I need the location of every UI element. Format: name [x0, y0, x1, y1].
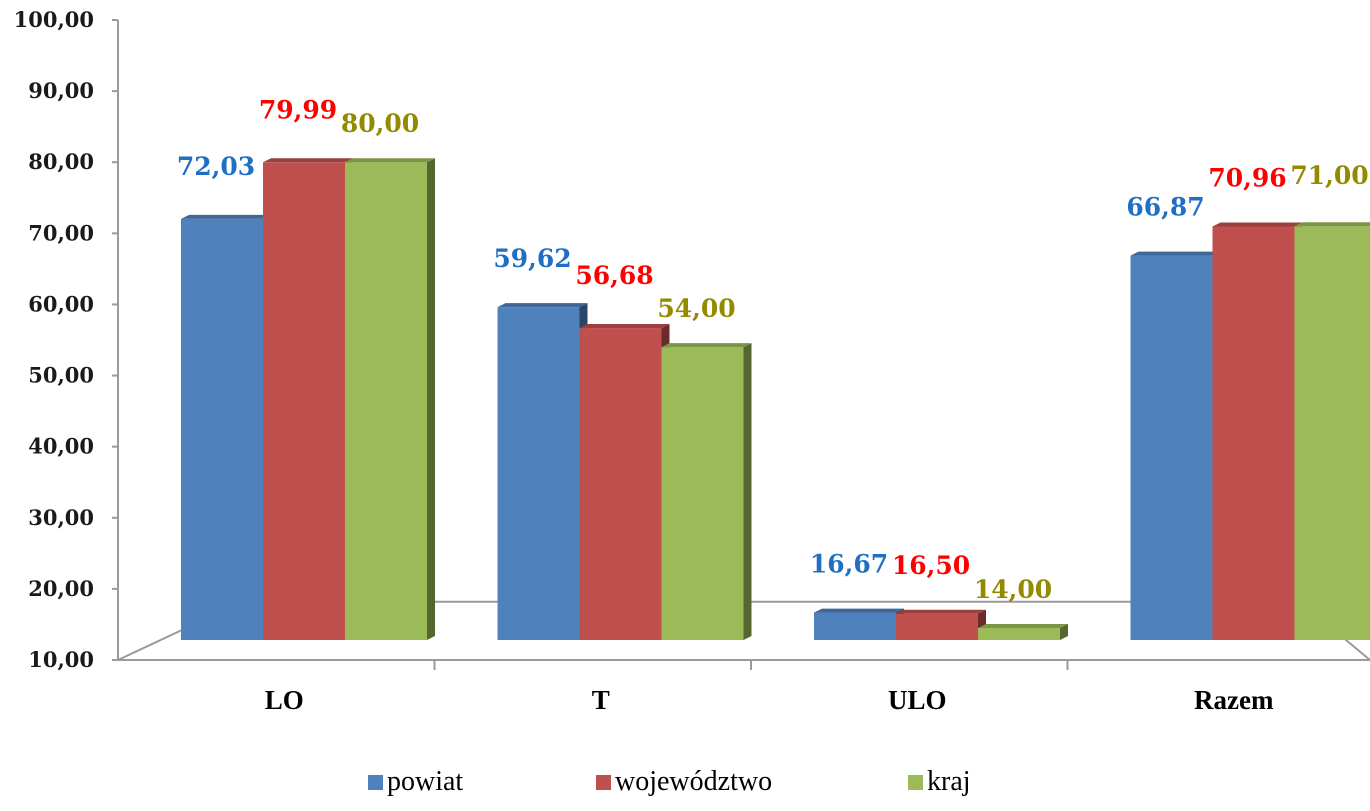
bar-side-kraj	[743, 343, 752, 640]
bar-side-kraj	[427, 158, 435, 640]
bar-top-powiat	[497, 303, 588, 308]
y-tick-label: 80,00	[28, 149, 94, 174]
legend-item-powiat: powiat	[368, 766, 463, 798]
data-label-powiat: 66,87	[1126, 193, 1204, 222]
data-label-województwo: 16,50	[892, 551, 970, 580]
legend-label-wojewodztwo: województwo	[615, 766, 773, 797]
data-label-powiat: 16,67	[810, 550, 888, 579]
bar-województwo	[579, 328, 662, 640]
bar-województwo	[263, 162, 345, 640]
bar-kraj	[978, 628, 1060, 640]
category-label: T	[592, 685, 610, 715]
data-label-kraj: 71,00	[1290, 161, 1368, 190]
y-tick-label: 20,00	[28, 576, 94, 601]
bar-top-województwo	[263, 158, 353, 163]
data-label-kraj: 14,00	[974, 575, 1052, 604]
y-tick-label: 70,00	[28, 220, 94, 245]
bar-top-województwo	[1212, 222, 1303, 227]
y-tick-label: 50,00	[28, 363, 94, 388]
data-label-powiat: 59,62	[493, 244, 571, 273]
bar-top-województwo	[896, 609, 986, 614]
legend-item-wojewodztwo: województwo	[596, 766, 772, 798]
bar-województwo	[896, 613, 978, 640]
category-label: ULO	[888, 685, 947, 715]
legend-swatch-wojewodztwo	[596, 774, 611, 790]
y-tick-label: 30,00	[28, 505, 94, 530]
bar-top-kraj	[1294, 222, 1370, 227]
data-label-kraj: 54,00	[657, 294, 735, 323]
bar-kraj	[345, 162, 427, 640]
bar-top-powiat	[181, 214, 271, 219]
bar-województwo	[1212, 226, 1295, 641]
y-tick-label: 40,00	[28, 434, 94, 459]
bar-kraj	[1294, 226, 1370, 640]
y-tick-label: 10,00	[28, 647, 94, 672]
legend-label-kraj: kraj	[927, 766, 971, 797]
bar-top-powiat	[814, 608, 904, 613]
bar-powiat	[814, 612, 896, 640]
category-label: Razem	[1194, 685, 1274, 715]
bar-top-powiat	[1130, 251, 1221, 256]
data-label-powiat: 72,03	[177, 152, 255, 181]
bar-top-województwo	[579, 324, 670, 329]
bar-kraj	[661, 347, 744, 640]
legend-item-kraj: kraj	[908, 766, 971, 798]
data-label-kraj: 80,00	[341, 109, 419, 138]
legend-swatch-kraj	[908, 774, 923, 790]
data-label-województwo: 79,99	[259, 95, 337, 124]
bar-powiat	[497, 307, 580, 640]
bar-top-kraj	[345, 158, 435, 163]
legend-label-powiat: powiat	[387, 766, 464, 797]
y-tick-label: 90,00	[28, 78, 94, 103]
bar-top-kraj	[661, 343, 752, 348]
bar-powiat	[181, 218, 263, 641]
bar-side-kraj	[1060, 624, 1068, 640]
bar-powiat	[1130, 255, 1213, 640]
legend-swatch-powiat	[368, 774, 383, 790]
data-label-województwo: 70,96	[1208, 164, 1286, 193]
y-tick-label: 100,00	[14, 7, 94, 32]
y-tick-label: 60,00	[28, 291, 94, 316]
legend: powiat województwo kraj	[0, 766, 1370, 806]
bar-top-kraj	[978, 624, 1068, 628]
data-label-województwo: 56,68	[575, 261, 653, 290]
category-label: LO	[265, 685, 304, 715]
